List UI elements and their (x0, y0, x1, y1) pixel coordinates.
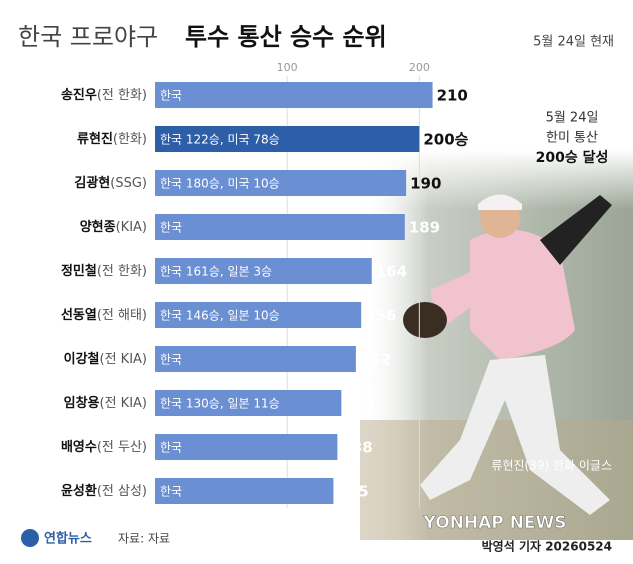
value-label: 156 (365, 307, 396, 325)
bar-label: 한국 161승, 일본 3승 (160, 265, 272, 279)
category-note: (전 KIA) (100, 352, 148, 367)
x-tick-label: 200 (409, 61, 430, 74)
source: 자료: 자료 (118, 532, 170, 546)
bar (155, 478, 334, 504)
value-label: 138 (341, 439, 372, 457)
category-note: (SSG) (110, 176, 147, 191)
title-light: 한국 프로야구 (18, 23, 158, 51)
bar-label: 한국 146승, 일본 10승 (160, 309, 280, 323)
bar-label: 한국 (160, 353, 182, 367)
annotation: 한미 통산 (546, 131, 598, 146)
category-label: 송진우(전 한화) (61, 87, 147, 103)
category-label: 류현진(한화) (77, 131, 147, 147)
bar-label: 한국 (160, 441, 182, 455)
annotation: 200승 달성 (536, 150, 609, 166)
category-name: 배영수 (61, 439, 97, 455)
category-name: 정민철 (61, 263, 97, 279)
category-name: 김광현 (74, 175, 110, 191)
bar (155, 390, 342, 416)
category-name: 임창용 (64, 395, 100, 411)
value-label: 152 (360, 351, 391, 369)
category-label: 선동열(전 해태) (61, 307, 147, 323)
logo-icon (21, 529, 39, 547)
watermark: YONHAP NEWS (423, 513, 567, 533)
category-note: (한화) (113, 132, 147, 147)
value-label: 135 (337, 483, 368, 501)
value-label: 210 (437, 87, 468, 105)
category-label: 배영수(전 두산) (61, 439, 147, 455)
bar (155, 82, 433, 108)
category-label: 임창용(전 KIA) (64, 395, 147, 411)
credit: 박영석 기자 20260524 (482, 539, 612, 554)
category-label: 윤성환(전 삼성) (61, 483, 147, 499)
bar (155, 434, 338, 460)
photo (360, 150, 633, 540)
category-note: (전 한화) (97, 264, 147, 279)
category-name: 선동열 (61, 307, 97, 323)
bar-label: 한국 (160, 485, 182, 499)
bar (155, 214, 405, 240)
category-note: (KIA) (116, 220, 147, 235)
title-bold: 투수 통산 승수 순위 (185, 23, 387, 51)
bar-label: 한국 122승, 미국 78승 (160, 133, 280, 147)
bar (155, 258, 372, 284)
bar (155, 126, 420, 152)
bar-label: 한국 130승, 일본 11승 (160, 397, 280, 411)
category-note: (전 해태) (97, 308, 147, 323)
date-note: 5월 24일 현재 (533, 35, 614, 50)
bar-label: 한국 (160, 221, 182, 235)
category-name: 류현진 (77, 131, 113, 147)
annotation: 5월 24일 (546, 111, 599, 126)
category-name: 양현종 (80, 219, 116, 235)
bar (155, 302, 362, 328)
category-note: (전 KIA) (100, 396, 148, 411)
bar-label: 한국 180승, 미국 10승 (160, 177, 280, 191)
category-note: (전 한화) (97, 88, 147, 103)
category-name: 윤성환 (61, 483, 97, 499)
value-label: 164 (376, 263, 407, 281)
category-label: 정민철(전 한화) (61, 263, 147, 279)
category-name: 송진우 (61, 87, 97, 103)
value-label: 141 (345, 395, 376, 413)
source-logo: 연합뉴스 (44, 531, 92, 547)
photo-caption: 류현진(39) 한화 이글스 (491, 459, 612, 473)
category-note: (전 삼성) (97, 484, 147, 499)
category-note: (전 두산) (97, 440, 147, 455)
category-label: 양현종(KIA) (80, 219, 147, 235)
bar-label: 한국 (160, 89, 182, 103)
value-label: 189 (409, 219, 440, 237)
category-name: 이강철 (64, 351, 100, 367)
category-label: 김광현(SSG) (74, 175, 147, 191)
value-label: 200승 (423, 131, 468, 149)
x-tick-label: 100 (277, 61, 298, 74)
bar (155, 170, 407, 196)
category-label: 이강철(전 KIA) (64, 351, 147, 367)
value-label: 190 (410, 175, 441, 193)
bar (155, 346, 356, 372)
